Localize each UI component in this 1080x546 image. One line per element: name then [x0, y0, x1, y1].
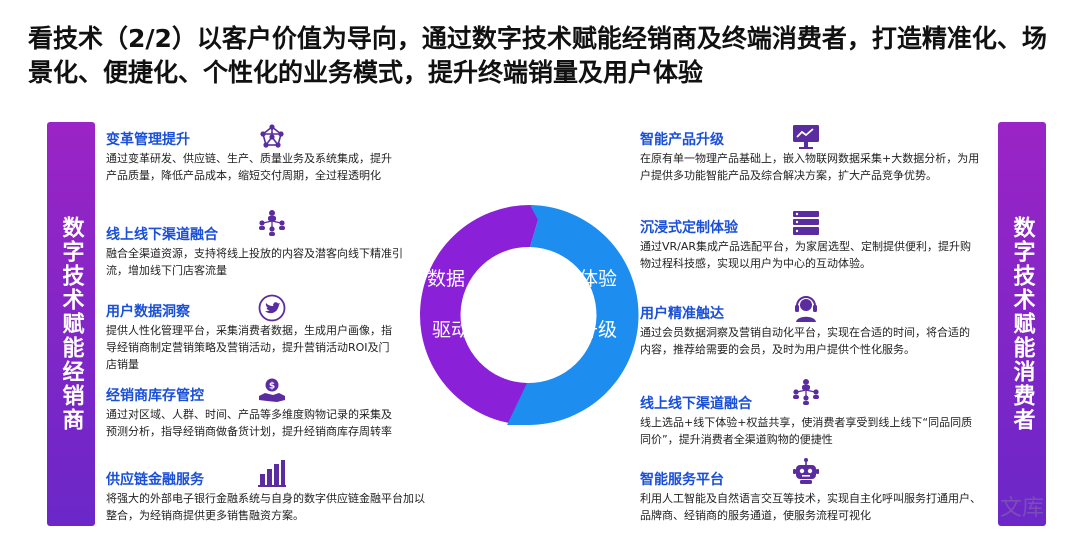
right-item-title: 智能服务平台 — [640, 472, 724, 488]
right-item-desc: 通过VR/AR集成产品选配平台，为家居选型、定制提供便利，提升购物过程科技感，实… — [640, 240, 972, 270]
cycle-label-upgrade: 升级 — [579, 319, 618, 341]
left-item-3: 用户数据洞察 提供人性化管理平台，采集消费者数据，生成用户画像，指导经销商制定营… — [106, 302, 406, 373]
cycle-label-experience: 体验 — [579, 268, 618, 290]
cycle-diagram — [419, 204, 639, 426]
left-item-title: 经销商库存管控 — [106, 388, 204, 404]
headset-icon — [795, 296, 817, 322]
left-item-desc: 融合全渠道资源，支持将线上投放的内容及潜客向线下精准引流，增加线下门店客流量 — [106, 247, 403, 277]
right-item-2: 沉浸式定制体验 通过VR/AR集成产品选配平台，为家居选型、定制提供便利，提升购… — [640, 218, 980, 272]
page-title: 看技术（2/2）以客户价值为导向，通过数字技术赋能经销商及终端消费者，打造精准化… — [28, 24, 1047, 87]
right-item-title: 线上线下渠道融合 — [640, 396, 752, 412]
robot-icon — [793, 458, 819, 484]
cycle-label-data: 数据 — [427, 268, 466, 290]
left-item-4: 经销商库存管控 通过对区域、人群、时间、产品等多维度购物记录的采集及预测分析，指… — [106, 386, 406, 440]
left-item-desc: 提供人性化管理平台，采集消费者数据，生成用户画像，指导经销商制定营销策略及营销活… — [106, 324, 392, 371]
bird-icon — [258, 294, 286, 322]
watermark: 文库 — [1000, 496, 1045, 521]
right-bar-text: 数字技术赋能消费者 — [1009, 216, 1035, 432]
left-item-desc: 通过对区域、人群、时间、产品等多维度购物记录的采集及预测分析，指导经销商做备货计… — [106, 408, 392, 438]
right-item-title: 沉浸式定制体验 — [640, 220, 738, 236]
right-item-desc: 利用人工智能及自然语言交互等技术，实现自主化呼叫服务打通用户、品牌商、经销商的服… — [640, 492, 981, 522]
left-item-title: 供应链金融服务 — [106, 472, 204, 488]
right-side-bar: 数字技术赋能消费者 — [998, 122, 1046, 526]
left-bar-text: 数字技术赋能经销商 — [58, 216, 84, 432]
bar-chart-icon — [258, 460, 286, 487]
network-icon — [260, 124, 284, 148]
right-item-5: 智能服务平台 利用人工智能及自然语言交互等技术，实现自主化呼叫服务打通用户、品牌… — [640, 470, 990, 524]
people-connect-icon — [793, 379, 819, 405]
left-item-desc: 通过变革研发、供应链、生产、质量业务及系统集成，提升产品质量，降低产品成本，缩短… — [106, 152, 392, 182]
right-item-desc: 在原有单一物理产品基础上，嵌入物联网数据采集+大数据分析，为用户提供多功能智能产… — [640, 152, 980, 182]
monitor-chart-icon — [793, 125, 819, 149]
right-item-desc: 通过会员数据洞察及营销自动化平台，实现在合适的时间，将合适的内容，推荐给需要的会… — [640, 326, 970, 356]
right-item-desc: 线上选品+线下体验+权益共享，使消费者享受到线上线下“同品同质同价”，提升消费者… — [640, 416, 973, 446]
right-item-title: 用户精准触达 — [640, 306, 724, 322]
right-item-1: 智能产品升级 在原有单一物理产品基础上，嵌入物联网数据采集+大数据分析，为用户提… — [640, 130, 980, 184]
server-icon — [793, 211, 819, 235]
left-item-1: 变革管理提升 通过变革研发、供应链、生产、质量业务及系统集成，提升产品质量，降低… — [106, 130, 406, 184]
left-side-bar: 数字技术赋能经销商 — [47, 122, 95, 526]
hand-money-icon: $ — [259, 378, 285, 402]
svg-text:$: $ — [269, 382, 275, 392]
left-item-5: 供应链金融服务 将强大的外部电子银行金融系统与自身的数字供应链金融平台加以整合，… — [106, 470, 426, 524]
left-item-2: 线上线下渠道融合 融合全渠道资源，支持将线上投放的内容及潜客向线下精准引流，增加… — [106, 225, 406, 279]
cycle-label-drive: 驱动 — [432, 319, 471, 341]
left-item-title: 线上线下渠道融合 — [106, 227, 218, 243]
left-item-desc: 将强大的外部电子银行金融系统与自身的数字供应链金融平台加以整合，为经销商提供更多… — [106, 492, 425, 522]
left-item-title: 用户数据洞察 — [106, 304, 190, 320]
experience-arc — [507, 205, 639, 426]
data-driven-arc — [419, 204, 538, 425]
right-item-4: 线上线下渠道融合 线上选品+线下体验+权益共享，使消费者享受到线上线下“同品同质… — [640, 394, 980, 448]
left-item-title: 变革管理提升 — [106, 132, 190, 148]
people-connect-icon — [259, 210, 285, 236]
right-item-3: 用户精准触达 通过会员数据洞察及营销自动化平台，实现在合适的时间，将合适的内容，… — [640, 304, 980, 358]
right-item-title: 智能产品升级 — [640, 132, 724, 148]
